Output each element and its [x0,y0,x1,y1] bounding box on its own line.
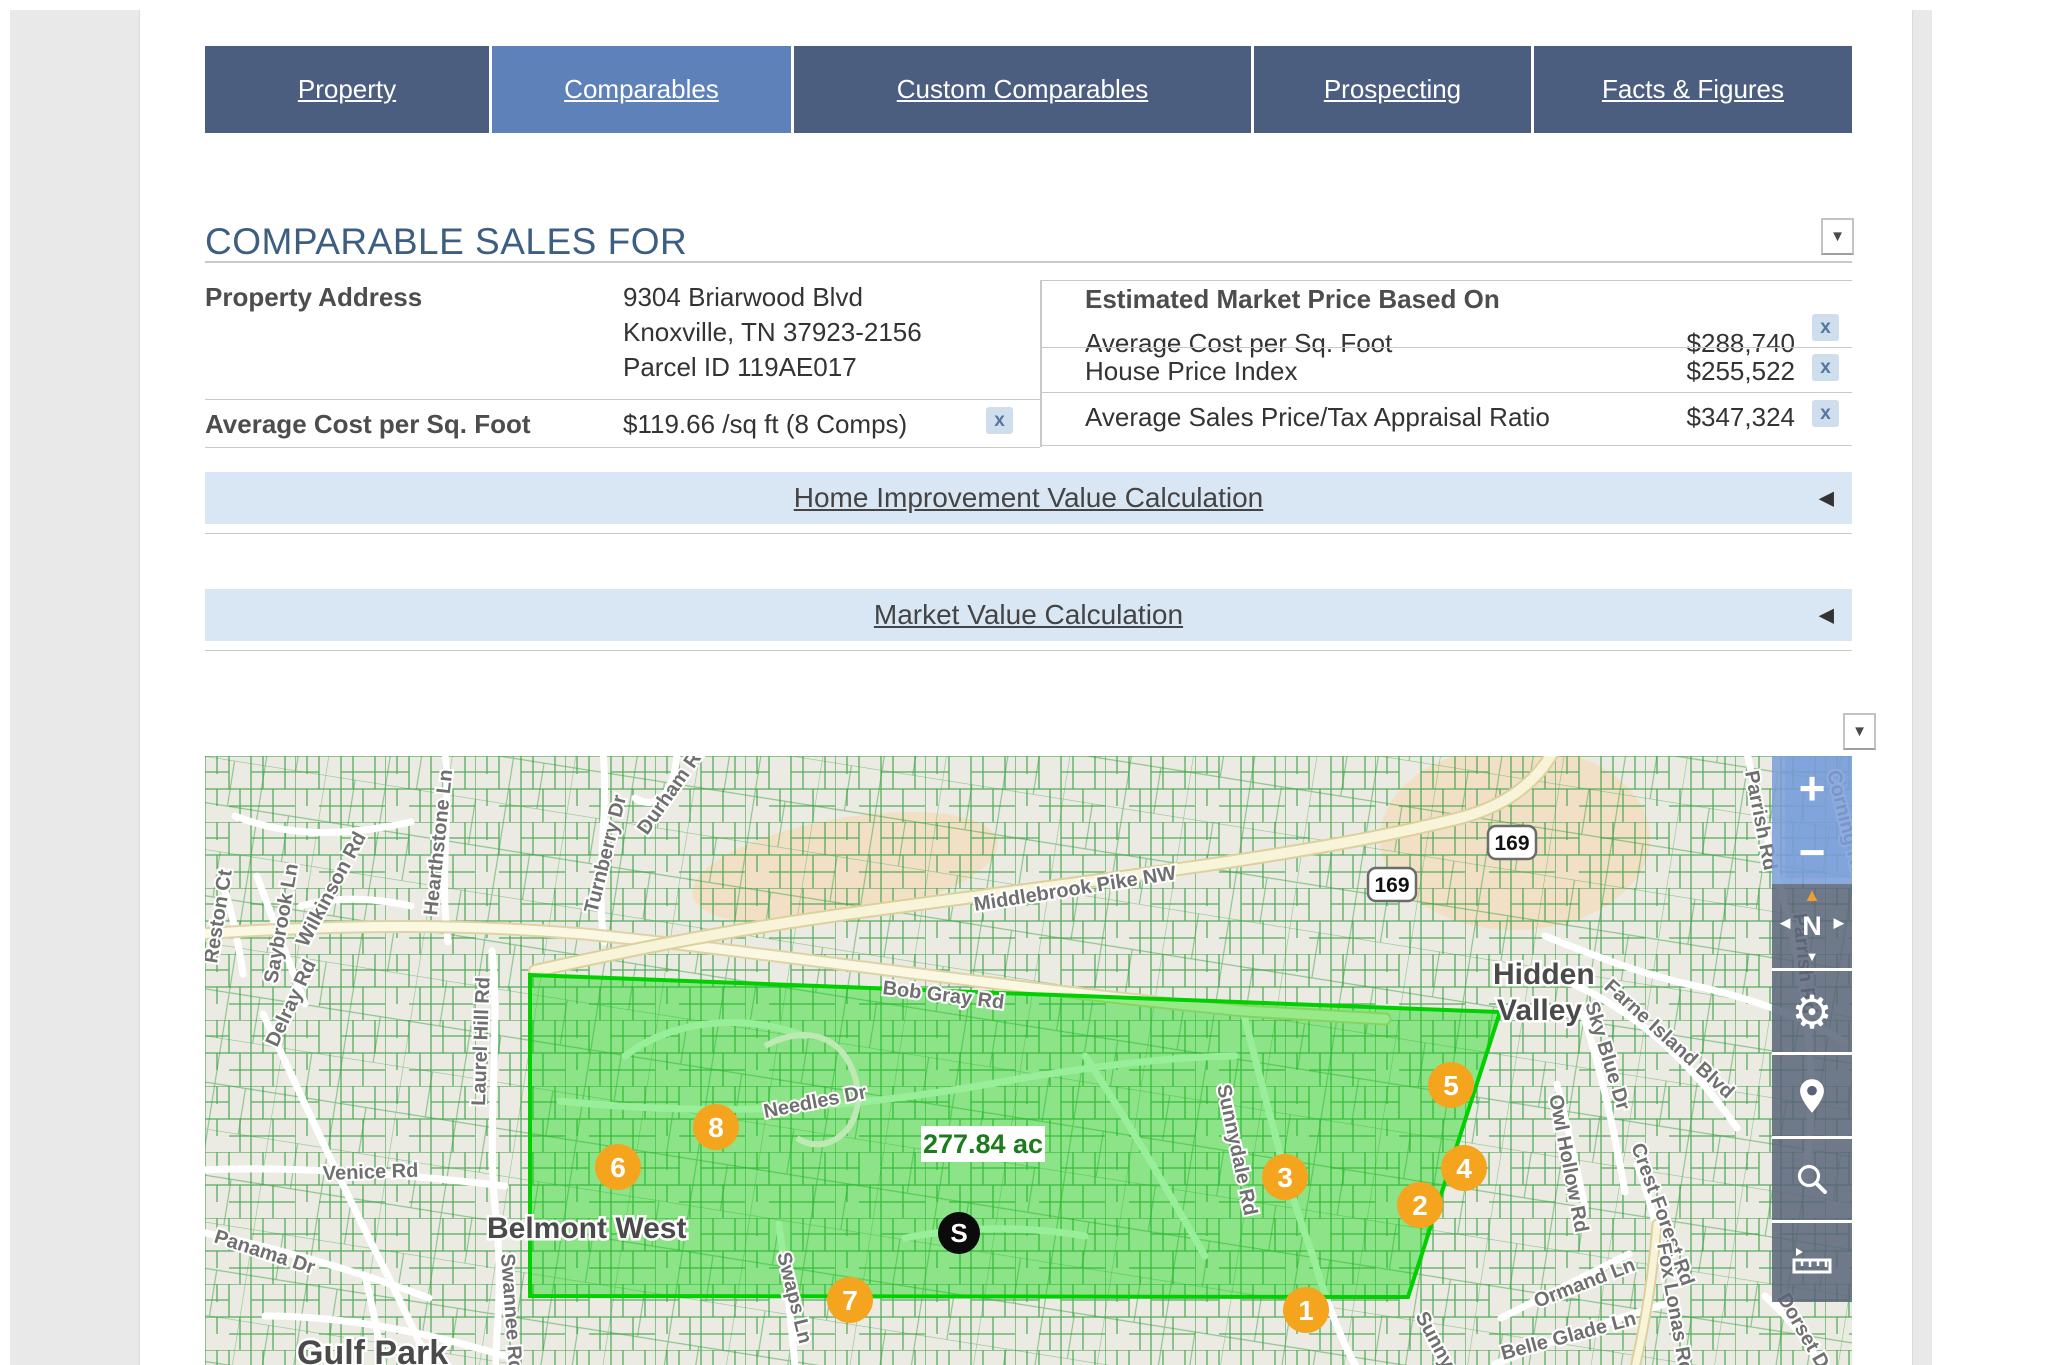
place-label-valley: Valley [1497,994,1582,1027]
comp-marker-8[interactable]: 8 [693,1104,739,1150]
comp-marker-1[interactable]: 1 [1283,1287,1329,1333]
estimate-row-value: $288,740 [1595,300,1795,359]
svg-text:7: 7 [842,1285,858,1316]
compass-control[interactable]: ▲ ◀ N ▶ ▼ [1772,884,1852,968]
remove-estimate-row-button[interactable]: x [1812,354,1839,381]
plus-icon: + [1799,765,1826,811]
section-home-improvement[interactable]: Home Improvement Value Calculation ◀ [205,472,1852,524]
pan-south-icon: ▼ [1806,949,1819,964]
comp-marker-4[interactable]: 4 [1441,1145,1487,1191]
svg-text:3: 3 [1277,1162,1293,1193]
place-label-gulf-park: Gulf Park [297,1334,448,1365]
pan-west-icon: ◀ [1780,915,1790,931]
comp-marker-5[interactable]: 5 [1428,1062,1474,1108]
comp-marker-3[interactable]: 3 [1262,1154,1308,1200]
section-market-value[interactable]: Market Value Calculation ◀ [205,589,1852,641]
estimate-row-label: House Price Index [1085,356,1297,387]
map-measure-button[interactable] [1772,1220,1852,1302]
map-canvas: Bob Gray Rd Middlebrook Pike NW Needles … [205,756,1852,1365]
comparables-map[interactable]: Bob Gray Rd Middlebrook Pike NW Needles … [205,756,1852,1365]
route-shield: 169 [1488,826,1536,859]
avg-cost-value: $119.66 /sq ft (8 Comps) [623,409,907,440]
estimate-row-label: Average Cost per Sq. Foot [1085,300,1392,359]
collapse-arrow-icon[interactable]: ◀ [1819,486,1834,511]
section-title: Home Improvement Value Calculation [794,482,1263,514]
estimate-row-label: Average Sales Price/Tax Appraisal Ratio [1085,402,1550,433]
tab-custom-comparables[interactable]: Custom Comparables [794,46,1251,133]
map-settings-button[interactable]: ⚙ [1772,968,1852,1052]
divider [1040,280,1852,281]
remove-estimate-row-button[interactable]: x [1812,400,1839,427]
chevron-down-icon: ▼ [1852,723,1867,740]
search-icon [1794,1162,1830,1198]
comp-marker-6[interactable]: 6 [595,1144,641,1190]
left-gutter [10,10,140,1365]
svg-text:S: S [950,1218,967,1248]
property-address-line2: Knoxville, TN 37923-2156 [623,317,922,348]
route-shield: 169 [1368,868,1416,901]
compass-rose: ▲ ◀ N ▶ ▼ [1802,911,1822,942]
svg-text:1: 1 [1298,1295,1314,1326]
north-label: N [1802,911,1822,941]
map-search-button[interactable] [1772,1136,1852,1220]
divider [205,533,1852,534]
acreage-label: 277.84 ac [921,1126,1045,1162]
gear-icon: ⚙ [1791,989,1832,1035]
svg-text:169: 169 [1494,832,1529,855]
divider [1040,347,1852,348]
subject-marker[interactable]: S [938,1212,980,1254]
column-divider [1040,280,1042,447]
estimate-row-value: $255,522 [1595,356,1795,387]
minus-icon: − [1799,829,1826,875]
map-controls: + − ▲ ◀ N ▶ ▼ ⚙ [1772,756,1852,1302]
svg-text:4: 4 [1456,1153,1472,1184]
pan-east-icon: ▶ [1834,915,1844,931]
remove-estimate-row-button[interactable]: x [1812,314,1839,341]
divider [1040,445,1852,446]
place-label-belmont-west: Belmont West [487,1212,686,1245]
heading-rule [205,261,1852,263]
estimate-row-value: $347,324 [1595,402,1795,433]
divider [205,650,1852,651]
header-dropdown-button[interactable]: ▼ [1821,218,1854,255]
svg-text:8: 8 [708,1112,724,1143]
collapse-arrow-icon[interactable]: ◀ [1819,603,1834,628]
svg-text:169: 169 [1374,874,1409,897]
tab-comparables[interactable]: Comparables [492,46,791,133]
divider [1040,392,1852,393]
section-title: Market Value Calculation [874,599,1183,631]
avg-cost-label: Average Cost per Sq. Foot [205,409,531,440]
zoom-in-button[interactable]: + [1772,756,1852,820]
tab-facts-figures[interactable]: Facts & Figures [1534,46,1852,133]
divider [205,447,1040,448]
street-label: Laurel Hill Rd [468,977,494,1107]
place-label-hidden: Hidden [1493,958,1595,991]
comp-marker-7[interactable]: 7 [827,1277,873,1323]
zoom-out-button[interactable]: − [1772,820,1852,884]
ruler-icon [1790,1246,1834,1280]
street-label: Venice Rd [322,1160,418,1185]
divider [205,399,1040,400]
remove-avg-cost-button[interactable]: x [986,407,1013,434]
tab-property[interactable]: Property [205,46,489,133]
page-title: COMPARABLE SALES FOR [205,221,687,263]
comp-marker-2[interactable]: 2 [1397,1182,1443,1228]
property-address-line1: 9304 Briarwood Blvd [623,282,863,313]
north-arrow-icon: ▲ [1803,885,1821,906]
zoom-controls: + − [1772,756,1852,884]
chevron-down-icon: ▼ [1830,228,1845,245]
map-pin-icon [1797,1076,1827,1116]
svg-text:5: 5 [1443,1070,1459,1101]
svg-text:277.84 ac: 277.84 ac [923,1129,1043,1159]
tab-prospecting[interactable]: Prospecting [1254,46,1531,133]
comparable-sales-page: Property Comparables Custom Comparables … [0,0,2048,1365]
map-locate-button[interactable] [1772,1052,1852,1136]
svg-text:2: 2 [1412,1190,1428,1221]
main-tabbar: Property Comparables Custom Comparables … [205,46,1852,133]
svg-text:6: 6 [610,1152,626,1183]
map-dropdown-button[interactable]: ▼ [1843,713,1876,750]
property-address-line3: Parcel ID 119AE017 [623,352,857,383]
property-address-label: Property Address [205,282,422,313]
right-gutter [1912,10,1932,1365]
